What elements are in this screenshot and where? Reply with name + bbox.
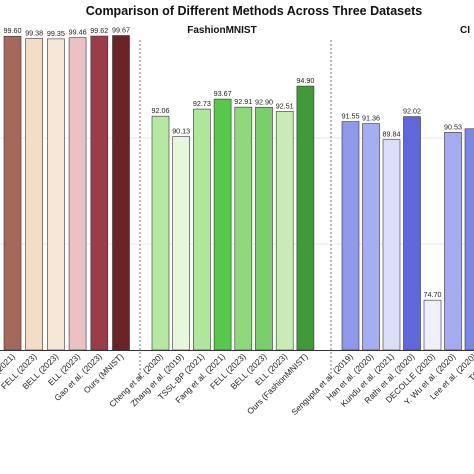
bar-value-label: 90.53 [444, 122, 462, 131]
bar-value-label: 74.70 [424, 290, 442, 299]
bar [193, 108, 211, 351]
panel-title-fashionmnist: FashionMNIST [187, 25, 256, 36]
value-labels: 99.60 99.38 99.35 99.46 99.62 99.67 92.06 90.13… [4, 25, 463, 299]
bar-value-label: 92.06 [152, 106, 170, 115]
bar [68, 37, 87, 351]
bar [151, 115, 170, 351]
bar-value-label: 99.38 [25, 29, 43, 38]
bar-value-label: 92.73 [193, 99, 211, 108]
bar [464, 128, 474, 351]
x-tick-labels: (2021)FELL (2023)BELL (2023)ELL (2023)Ga… [0, 351, 474, 417]
bar-value-label: 92.90 [255, 97, 273, 106]
panel-title-cifar: CI [460, 25, 470, 36]
bar-value-label: 89.84 [383, 130, 401, 139]
bar-value-label: 92.51 [276, 101, 294, 110]
bar-value-label: 91.36 [362, 114, 380, 123]
bar [213, 98, 232, 351]
bar [403, 116, 421, 351]
bar-value-label: 99.46 [69, 28, 87, 37]
bar [423, 299, 442, 351]
bar [341, 121, 360, 351]
bar-value-label: 93.67 [214, 89, 232, 98]
chart-title: Comparison of Different Methods Across T… [86, 4, 422, 18]
bar-value-label: 99.60 [4, 26, 22, 35]
bar [3, 35, 22, 351]
bar [444, 132, 462, 351]
bar-value-label: 94.90 [296, 76, 314, 85]
bar [255, 106, 273, 351]
bar [90, 35, 109, 351]
bar [25, 38, 44, 351]
bar-value-label: 92.91 [234, 97, 252, 106]
bar-value-label: 99.62 [90, 26, 108, 35]
bar [234, 106, 253, 351]
bar-value-label: 90.13 [172, 127, 190, 136]
bar [382, 139, 401, 351]
bar [172, 136, 190, 351]
panel-separators [139, 40, 332, 380]
bar-value-label: 99.35 [47, 29, 65, 38]
bar-value-label: 91.55 [342, 112, 360, 121]
bar [362, 123, 380, 351]
bars [3, 35, 474, 351]
bar-value-label: 92.02 [403, 107, 421, 116]
bar [47, 38, 65, 351]
bar [296, 85, 315, 351]
bar [275, 111, 294, 351]
bar [112, 35, 130, 351]
bar-value-label: 99.67 [112, 25, 130, 34]
